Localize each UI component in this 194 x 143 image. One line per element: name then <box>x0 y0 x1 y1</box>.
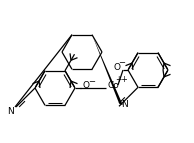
Text: −: − <box>88 78 95 87</box>
Text: Co: Co <box>107 81 119 90</box>
Polygon shape <box>92 35 123 105</box>
Text: −: − <box>119 58 126 67</box>
Polygon shape <box>68 31 72 35</box>
Text: N: N <box>8 108 14 117</box>
Text: N: N <box>121 100 127 109</box>
Text: O: O <box>113 63 120 73</box>
Text: ++: ++ <box>116 76 128 85</box>
Text: O: O <box>82 82 89 91</box>
